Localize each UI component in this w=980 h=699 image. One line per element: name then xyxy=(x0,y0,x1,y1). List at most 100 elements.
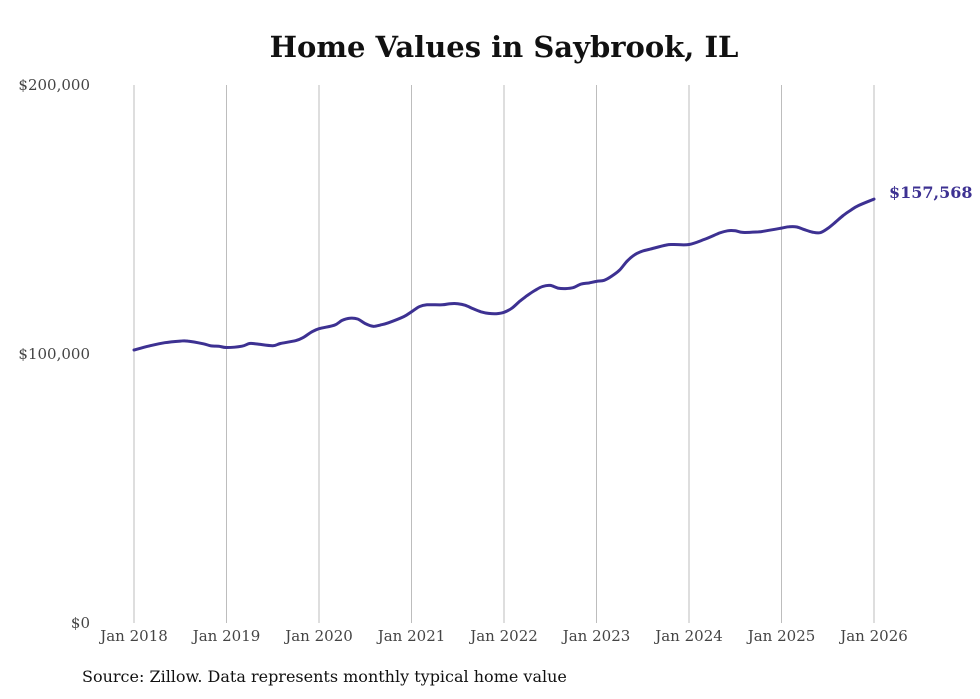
data-point xyxy=(364,322,367,325)
data-point xyxy=(872,197,876,201)
y-axis-tick-labels: $0 $100,000 $200,000 xyxy=(18,76,90,632)
data-point xyxy=(464,304,467,307)
x-tick-label: Jan 2024 xyxy=(653,627,723,645)
data-point xyxy=(857,204,860,207)
data-point xyxy=(310,331,313,334)
data-point xyxy=(842,214,845,217)
data-point xyxy=(525,294,529,297)
data-point xyxy=(510,307,513,310)
data-point xyxy=(764,229,768,232)
data-point xyxy=(410,310,413,313)
data-point xyxy=(641,249,644,253)
data-point xyxy=(163,341,166,344)
x-tick-label: Jan 2020 xyxy=(283,627,353,645)
data-point xyxy=(649,247,652,251)
data-point xyxy=(757,230,760,234)
data-point xyxy=(186,339,190,343)
data-point xyxy=(379,323,382,327)
x-tick-label: Jan 2018 xyxy=(98,627,168,645)
data-point xyxy=(441,303,444,306)
data-point xyxy=(479,310,483,313)
data-point xyxy=(603,279,606,282)
data-point xyxy=(572,286,575,289)
source-note: Source: Zillow. Data represents monthly … xyxy=(82,667,567,686)
data-point xyxy=(626,259,629,263)
data-point xyxy=(209,344,213,348)
data-point xyxy=(132,348,136,352)
data-point xyxy=(371,325,375,328)
data-point xyxy=(387,321,390,324)
data-point xyxy=(279,342,282,345)
data-point xyxy=(780,226,783,230)
data-point xyxy=(348,317,351,320)
data-point xyxy=(541,285,544,288)
data-point xyxy=(703,238,706,241)
data-point xyxy=(687,243,691,246)
end-value-label-layer: $157,568 xyxy=(889,183,973,202)
data-point xyxy=(587,281,590,285)
data-point xyxy=(340,319,344,322)
data-point xyxy=(487,312,490,315)
data-point xyxy=(317,327,321,330)
data-point xyxy=(549,284,552,287)
data-point xyxy=(356,317,359,321)
data-point xyxy=(726,229,729,232)
data-point xyxy=(618,268,621,272)
data-point xyxy=(533,289,536,292)
y-tick-label: $200,000 xyxy=(18,76,90,94)
x-tick-label: Jan 2026 xyxy=(838,627,908,645)
data-point xyxy=(302,336,305,339)
data-point xyxy=(718,231,721,235)
chart-title: Home Values in Saybrook, IL xyxy=(269,30,739,64)
y-tick-label: $0 xyxy=(71,614,90,632)
data-point xyxy=(610,274,614,278)
data-point xyxy=(664,243,668,247)
data-point xyxy=(818,231,822,234)
data-point xyxy=(217,345,220,348)
data-point xyxy=(333,324,336,327)
data-point xyxy=(472,307,475,310)
data-point xyxy=(225,346,228,349)
data-point xyxy=(294,339,298,342)
data-point xyxy=(240,345,244,348)
data-point xyxy=(556,286,560,290)
data-point xyxy=(579,282,583,286)
vertical-gridlines xyxy=(133,85,875,623)
data-point xyxy=(564,287,567,290)
data-point xyxy=(741,231,745,234)
data-point xyxy=(672,243,675,246)
data-point xyxy=(803,228,806,231)
data-point xyxy=(148,344,151,348)
x-tick-label: Jan 2025 xyxy=(746,627,816,645)
data-point xyxy=(518,300,521,303)
data-point xyxy=(734,229,737,232)
data-point xyxy=(425,303,429,306)
data-point xyxy=(595,280,598,283)
x-tick-label: Jan 2021 xyxy=(376,627,446,645)
data-point xyxy=(448,302,452,305)
x-axis-tick-labels: Jan 2018 Jan 2019 Jan 2020 Jan 2021 Jan 2022… xyxy=(98,627,908,645)
data-point xyxy=(456,302,459,305)
data-point xyxy=(795,225,799,229)
end-value-label: $157,568 xyxy=(889,183,973,202)
y-tick-label: $100,000 xyxy=(18,345,90,363)
x-tick-label: Jan 2022 xyxy=(468,627,538,645)
data-point xyxy=(834,221,837,224)
data-point xyxy=(179,339,182,343)
x-tick-label: Jan 2019 xyxy=(191,627,261,645)
data-point xyxy=(402,315,405,318)
data-point xyxy=(849,208,853,212)
data-point xyxy=(271,344,274,347)
data-point xyxy=(248,342,251,345)
data-point xyxy=(495,312,498,315)
data-point xyxy=(633,253,637,256)
data-point xyxy=(811,230,814,234)
data-point xyxy=(418,305,421,308)
series-layer xyxy=(132,197,876,352)
data-point xyxy=(256,342,259,346)
x-tick-label: Jan 2023 xyxy=(561,627,631,645)
data-point xyxy=(202,342,205,345)
data-point xyxy=(788,225,791,228)
data-point xyxy=(826,227,829,230)
